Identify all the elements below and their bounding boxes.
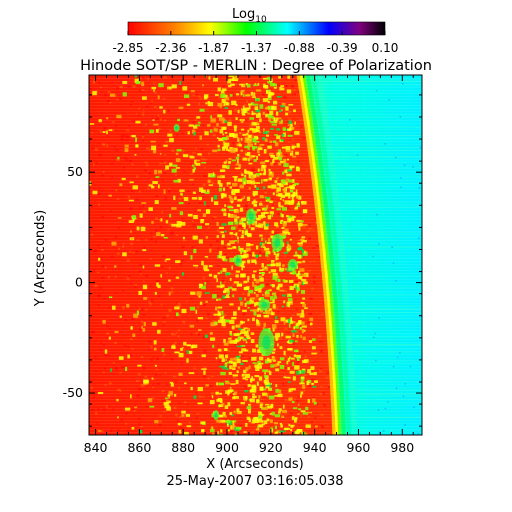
x-tick-label: 980 — [390, 440, 414, 455]
x-tick-label: 960 — [347, 440, 371, 455]
colorbar-tick-label: -2.85 — [112, 41, 143, 55]
x-tick-label: 900 — [215, 440, 239, 455]
colorbar-tick-label: -1.87 — [198, 41, 229, 55]
timestamp: 25-May-2007 03:16:05.038 — [166, 474, 343, 489]
chart-title: Hinode SOT/SP - MERLIN : Degree of Polar… — [80, 58, 432, 74]
x-tick-label: 880 — [171, 440, 195, 455]
colorbar-tick-label: -2.36 — [155, 41, 186, 55]
colorbar-tick-label: -0.88 — [284, 41, 315, 55]
y-tick-label: 50 — [67, 164, 83, 179]
y-axis-label: Y (Arcseconds) — [33, 210, 48, 307]
x-axis-label: X (Arcseconds) — [206, 457, 303, 472]
x-tick-label: 860 — [127, 440, 151, 455]
x-tick-label: 840 — [84, 440, 108, 455]
colorbar-ticks: -2.85 -2.36 -1.87 -1.37 -0.88 -0.39 0.10 — [112, 31, 398, 55]
y-tick-label: 0 — [75, 275, 83, 290]
x-tick-label: 920 — [259, 440, 283, 455]
plot-image — [89, 75, 422, 435]
colorbar-tick-label: -1.37 — [241, 41, 272, 55]
y-tick-label: -50 — [63, 385, 83, 400]
x-axis-ticks: 840 860 880 900 920 940 960 980 — [84, 75, 414, 455]
plot-frame — [88, 74, 423, 436]
colorbar-tick-label: 0.10 — [372, 41, 399, 55]
colorbar-tick-label: -0.39 — [327, 41, 358, 55]
x-tick-label: 940 — [303, 440, 327, 455]
colorbar-title: Log10 — [232, 7, 267, 25]
y-axis-ticks: -50 0 50 — [63, 94, 422, 427]
